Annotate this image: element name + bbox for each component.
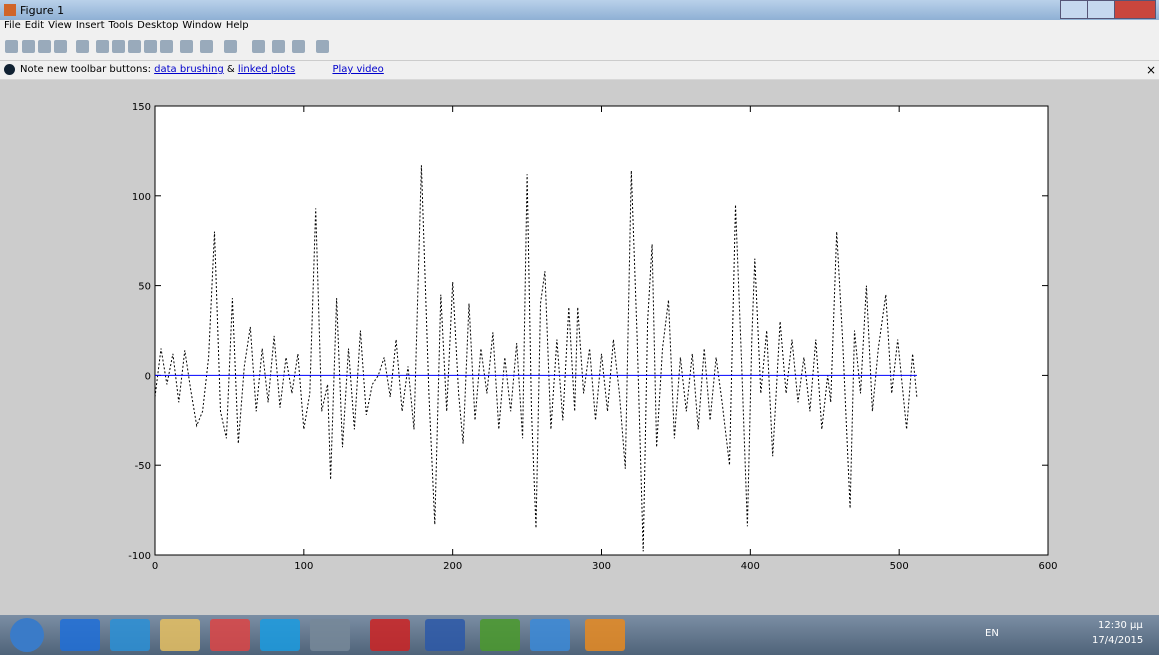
y-tick-label: 150 [132, 102, 151, 113]
taskbar-app[interactable] [530, 619, 570, 651]
taskbar-app[interactable] [310, 619, 350, 651]
taskbar-app[interactable] [110, 619, 150, 651]
axes [155, 106, 1048, 555]
taskbar-app[interactable] [585, 619, 625, 651]
tool-button[interactable] [76, 40, 89, 53]
y-tick-label: -100 [128, 551, 151, 562]
maximize[interactable] [1087, 0, 1115, 19]
tool-button[interactable] [22, 40, 35, 53]
tool-button[interactable] [224, 40, 237, 53]
tool-button[interactable] [96, 40, 109, 53]
menu-item[interactable]: Desktop [137, 20, 178, 31]
x-tick-label: 200 [443, 561, 462, 572]
tool-button[interactable] [5, 40, 18, 53]
y-tick-label: 50 [138, 282, 151, 293]
start-button[interactable] [10, 618, 44, 652]
taskbar-app[interactable] [160, 619, 200, 651]
x-tick-label: 600 [1038, 561, 1057, 572]
taskbar-app[interactable] [260, 619, 300, 651]
x-tick-label: 500 [890, 561, 909, 572]
chart: 0 100 200 300 400 500 600 -100 -50 0 50 100 150 [0, 80, 1159, 615]
taskbar-app[interactable] [370, 619, 410, 651]
date: 17/4/2015 [1092, 635, 1143, 646]
tool-button[interactable] [200, 40, 213, 53]
tool-button[interactable] [292, 40, 305, 53]
y-tick-label: -50 [135, 461, 151, 472]
tool-button[interactable] [54, 40, 67, 53]
x-tick-label: 0 [152, 561, 158, 572]
note-text: Note new toolbar buttons: data brushing … [20, 64, 384, 75]
tool-button[interactable] [112, 40, 125, 53]
menu-item[interactable]: Help [226, 20, 249, 31]
taskbar: EN 12:30 μμ 17/4/2015 [0, 615, 1159, 655]
tool-button[interactable] [316, 40, 329, 53]
x-tick-label: 300 [592, 561, 611, 572]
tool-button[interactable] [144, 40, 157, 53]
menu-item[interactable]: File [4, 20, 21, 31]
y-tick-label: 0 [145, 371, 151, 382]
title-bar: Figure 1 [0, 0, 1159, 20]
info-icon [4, 64, 15, 75]
taskbar-app[interactable] [425, 619, 465, 651]
link[interactable]: data brushing [154, 64, 224, 75]
menu-item[interactable]: Edit [25, 20, 44, 31]
minimize[interactable] [1060, 0, 1088, 19]
lang: EN [985, 628, 999, 639]
x-tick-label: 100 [294, 561, 313, 572]
taskbar-app[interactable] [210, 619, 250, 651]
taskbar-app[interactable] [480, 619, 520, 651]
y-tick-label: 100 [132, 192, 151, 203]
link[interactable]: linked plots [238, 64, 295, 75]
tool-button[interactable] [180, 40, 193, 53]
close-note[interactable]: × [1146, 63, 1156, 77]
amp: & [227, 64, 235, 75]
tool-button[interactable] [272, 40, 285, 53]
tool-button[interactable] [128, 40, 141, 53]
menu-item[interactable]: Insert [76, 20, 105, 31]
taskbar-app[interactable] [60, 619, 100, 651]
note-label: Note new toolbar buttons: [20, 64, 151, 75]
link[interactable]: Play video [332, 64, 383, 75]
close[interactable] [1114, 0, 1156, 19]
menu-item[interactable]: View [48, 20, 72, 31]
app-icon [4, 4, 16, 16]
tool-button[interactable] [38, 40, 51, 53]
note-bar: Note new toolbar buttons: data brushing … [0, 61, 1159, 79]
figure-area: 0 100 200 300 400 500 600 -100 -50 0 50 100 150 [0, 80, 1159, 615]
window-title: Figure 1 [20, 4, 64, 17]
menu-item[interactable]: Window [182, 20, 221, 31]
tool-button[interactable] [252, 40, 265, 53]
toolbar [0, 34, 1159, 61]
page: Figure 1 File Edit View Insert ToolsDesktop W… [0, 0, 1159, 655]
menu-item[interactable]: Tools [109, 20, 134, 31]
clock: 12:30 μμ [1098, 620, 1143, 631]
tool-button[interactable] [160, 40, 173, 53]
x-tick-label: 400 [741, 561, 760, 572]
